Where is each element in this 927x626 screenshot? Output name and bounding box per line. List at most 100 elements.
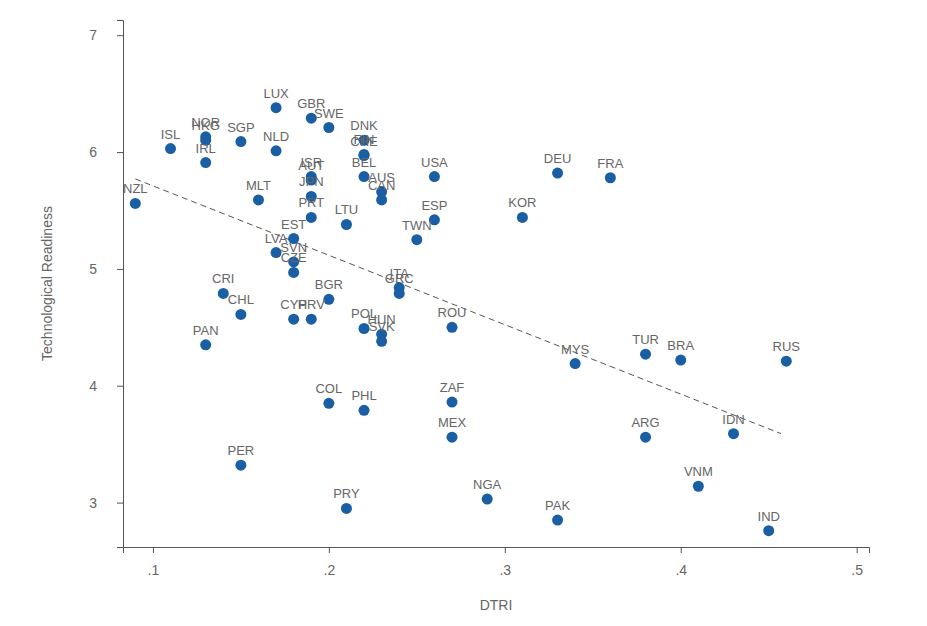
x-tick: .4: [675, 547, 687, 578]
point: [200, 157, 211, 168]
y-tick-label: 5: [89, 261, 97, 277]
point-label: CAN: [368, 178, 395, 193]
marks: [130, 102, 792, 536]
point-label: PAN: [193, 323, 219, 338]
point-label: SWE: [314, 106, 344, 121]
y-tick-mark: [117, 35, 123, 36]
point: [447, 432, 458, 443]
x-axis-title: DTRI: [480, 597, 513, 613]
point-label: JPN: [299, 174, 324, 189]
point-label: BRA: [667, 338, 694, 353]
point: [728, 428, 739, 439]
point-labels: NZLISLNORHKGIRLSGPLUXNLDGBRSWEDNKFINCHEI…: [123, 86, 800, 524]
point: [200, 339, 211, 350]
point: [447, 322, 458, 333]
point-label: CHE: [350, 134, 378, 149]
point: [640, 349, 651, 360]
y-tick-label: 3: [89, 495, 97, 511]
point: [341, 503, 352, 514]
point: [130, 198, 141, 209]
point-label: HKG: [192, 118, 220, 133]
point-label: LTU: [335, 202, 359, 217]
point-label: TUR: [632, 332, 659, 347]
x-tick-label: .5: [851, 562, 863, 578]
x-tick-mark: [153, 547, 154, 553]
point-label: FRA: [597, 156, 623, 171]
y-tick-label: 7: [89, 27, 97, 43]
point: [552, 515, 563, 526]
point: [411, 234, 422, 245]
point-label: USA: [421, 155, 448, 170]
point: [271, 145, 282, 156]
point: [429, 171, 440, 182]
y-tick-mark: [117, 386, 123, 387]
point-label: ZAF: [440, 380, 465, 395]
y-tick-mark: [117, 503, 123, 504]
y-axis-line: [117, 21, 124, 548]
point-label: AUT: [298, 158, 324, 173]
y-tick: 5: [89, 261, 123, 277]
y-tick-label: 4: [89, 378, 97, 394]
point: [552, 168, 563, 179]
point-label: CZE: [281, 250, 307, 265]
point-label: VNM: [684, 464, 713, 479]
point-label: DEU: [544, 151, 571, 166]
point-label: ESP: [421, 198, 447, 213]
x-axis-line: [124, 548, 870, 554]
point-label: NZL: [123, 181, 148, 196]
point: [482, 494, 493, 505]
point-label: IDN: [722, 412, 744, 427]
y-tick-label: 6: [89, 144, 97, 160]
point: [763, 525, 774, 536]
y-tick-mark: [117, 152, 123, 153]
x-tick-mark: [505, 547, 506, 553]
point: [323, 122, 334, 133]
point: [605, 172, 616, 183]
point: [675, 355, 686, 366]
y-tick: 7: [89, 27, 123, 43]
point: [235, 460, 246, 471]
point-label: GRC: [385, 271, 414, 286]
point-label: PER: [228, 443, 255, 458]
x-tick-label: .1: [148, 562, 160, 578]
x-tick-mark: [681, 547, 682, 553]
point-label: CHL: [228, 292, 254, 307]
point-label: COL: [315, 381, 342, 396]
x-axis: .1 .2 .3 .4 .5: [124, 547, 870, 578]
y-tick-mark: [117, 269, 123, 270]
point: [306, 314, 317, 325]
point-label: RUS: [773, 339, 801, 354]
point-label: MYS: [561, 342, 590, 357]
point-label: IND: [758, 509, 780, 524]
point-label: ISL: [161, 127, 181, 142]
x-tick-mark: [857, 547, 858, 553]
point: [781, 356, 792, 367]
point: [376, 336, 387, 347]
point-label: BGR: [315, 277, 343, 292]
chart: .1.2.3.4.534567NZLISLNORHKGIRLSGPLUXNLDG…: [0, 0, 927, 626]
point-label: ARG: [631, 415, 659, 430]
point-label: PRT: [298, 195, 324, 210]
point: [517, 212, 528, 223]
trend-line: [135, 179, 781, 434]
point-label: NLD: [263, 129, 289, 144]
x-tick-label: .2: [324, 562, 336, 578]
y-tick: 4: [89, 378, 123, 394]
point-label: CRI: [212, 271, 234, 286]
point: [253, 194, 264, 205]
point-label: KOR: [508, 195, 536, 210]
point: [235, 136, 246, 147]
y-axis-title: Technological Readiness: [39, 206, 55, 361]
point-label: EST: [281, 217, 306, 232]
point-label: DNK: [350, 118, 378, 133]
x-tick: .3: [499, 547, 511, 578]
point-label: SVK: [369, 319, 395, 334]
point-label: ROU: [438, 305, 467, 320]
x-tick-label: .3: [499, 562, 511, 578]
point: [323, 398, 334, 409]
point: [447, 397, 458, 408]
plot: .1.2.3.4.534567NZLISLNORHKGIRLSGPLUXNLDG…: [89, 21, 869, 578]
x-tick-label: .4: [675, 562, 687, 578]
point: [394, 288, 405, 299]
point: [359, 405, 370, 416]
